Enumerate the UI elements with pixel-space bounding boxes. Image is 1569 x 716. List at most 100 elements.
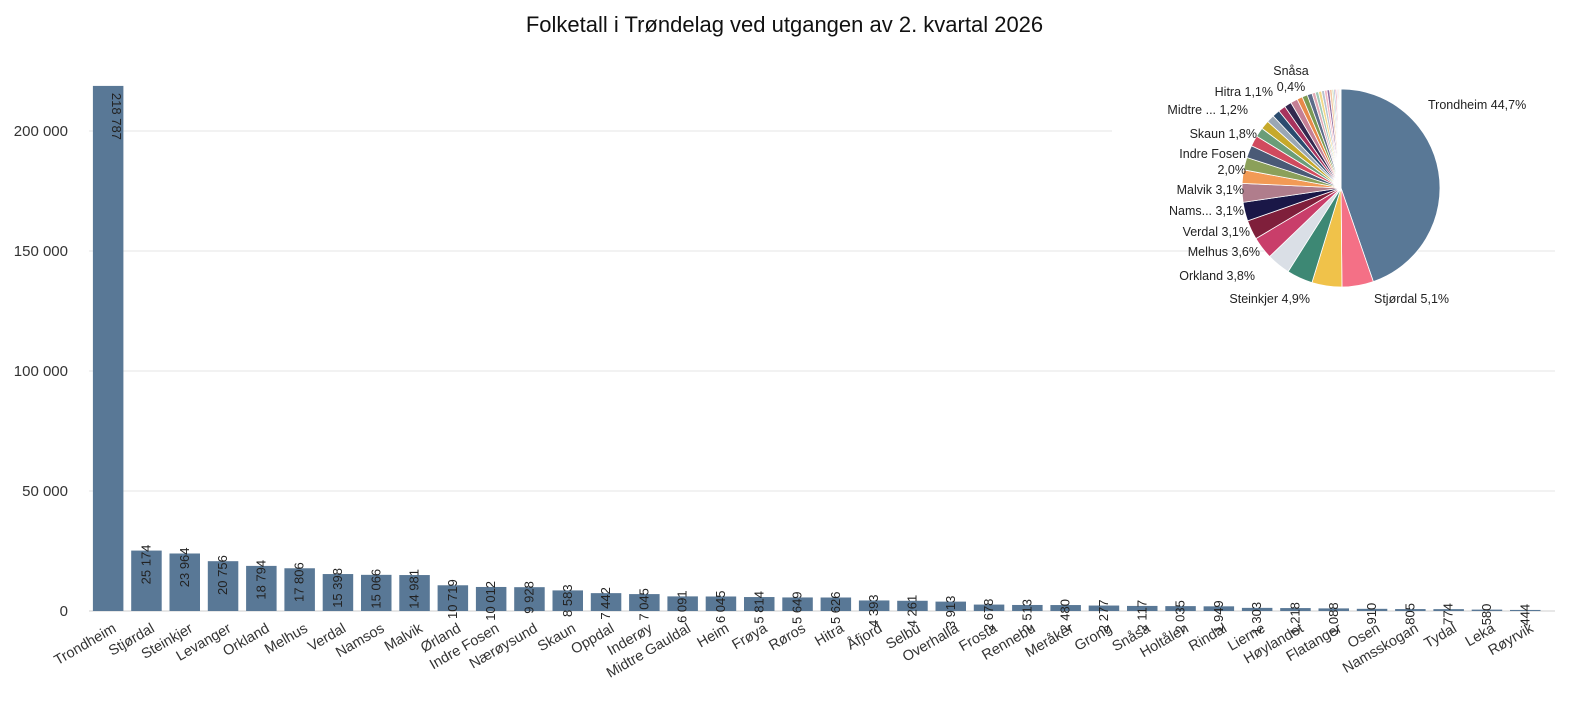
bar-value-label: 2 117	[1134, 600, 1149, 632]
bar[interactable]	[1395, 609, 1426, 611]
bar[interactable]	[246, 565, 277, 611]
x-tick-label: Melhus	[262, 621, 310, 658]
bar[interactable]	[705, 596, 737, 611]
pie-labels: Trondheim 44,7% Stjørdal 5,1% Steinkjer 4,…	[1167, 64, 1526, 306]
x-tick-label: Grong	[1072, 621, 1115, 655]
bar-value-label: 2 277	[1096, 600, 1111, 633]
bar-value-label: 1 218	[1287, 602, 1302, 635]
bar-value-label: 14 981	[407, 569, 422, 609]
bar[interactable]	[897, 600, 928, 611]
bar-value-label: 15 398	[330, 568, 345, 608]
bar-value-label: 1 088	[1326, 602, 1341, 635]
bar-value-label: 4 393	[866, 594, 881, 627]
bar[interactable]	[820, 597, 852, 611]
pie-slice-label: Snåsa 0,4%	[1273, 64, 1308, 94]
bar[interactable]	[1203, 606, 1235, 611]
bar[interactable]	[322, 574, 354, 611]
bar[interactable]	[92, 85, 124, 612]
pie-slice-label: Midtre ... 1,2%	[1167, 103, 1248, 117]
y-tick-label: 50 000	[22, 483, 68, 500]
bar[interactable]	[1165, 606, 1196, 611]
bar[interactable]	[1127, 605, 1158, 611]
bar[interactable]	[1088, 605, 1120, 611]
bar-value-label: 444	[1517, 604, 1532, 626]
pie-chart	[1241, 88, 1441, 288]
bar[interactable]	[1241, 607, 1273, 611]
bar-value-label: 2 480	[1058, 599, 1073, 632]
bar[interactable]	[284, 568, 315, 611]
bar-value-label: 25 174	[138, 545, 153, 585]
pie-slice-label: Malvik 3,1%	[1177, 183, 1244, 197]
bar[interactable]	[935, 601, 967, 611]
bar-value-label: 4 261	[904, 595, 919, 628]
bar[interactable]	[1012, 604, 1043, 611]
x-tick-label: Åfjord	[844, 620, 885, 654]
bar[interactable]	[207, 561, 239, 611]
bar-series	[92, 85, 1541, 612]
bar-value-label: 8 583	[560, 584, 575, 617]
bar-value-label: 7 045	[636, 588, 651, 621]
bar-value-label: 5 626	[828, 591, 843, 624]
bar-value-label: 7 442	[598, 587, 613, 620]
bar[interactable]	[1318, 608, 1350, 611]
x-tick-label: Røros	[766, 621, 808, 655]
bar-value-label: 18 794	[253, 560, 268, 600]
bar[interactable]	[131, 550, 162, 611]
bar[interactable]	[361, 574, 392, 611]
bar[interactable]	[1471, 609, 1503, 611]
bar-value-label: 17 806	[292, 562, 307, 602]
bar-value-label: 218 787	[109, 93, 124, 140]
pie-slice-label: Stjørdal 5,1%	[1374, 292, 1449, 306]
pie-slice-label: Orkland 3,8%	[1179, 269, 1255, 283]
bar[interactable]	[973, 604, 1005, 611]
bar-value-label: 23 964	[177, 547, 192, 587]
bar[interactable]	[629, 594, 660, 611]
bar-value-label: 2 035	[1173, 600, 1188, 633]
bar-value-label: 9 928	[521, 581, 536, 614]
bar-value-label: 805	[1402, 603, 1417, 625]
bar[interactable]	[1050, 605, 1081, 611]
x-tick-label: Heim	[695, 621, 732, 652]
bar-value-label: 580	[1479, 604, 1494, 626]
bar-value-label: 3 913	[943, 596, 958, 629]
bar[interactable]	[1433, 609, 1464, 611]
bar-value-label: 15 066	[368, 569, 383, 609]
bar-value-label: 20 756	[215, 555, 230, 595]
x-axis: TrondheimStjørdalSteinkjerLevangerOrklan…	[52, 620, 1537, 682]
pie-slice-label: Nams... 3,1%	[1169, 204, 1244, 218]
bar[interactable]	[667, 596, 698, 611]
y-axis: 0 50 000 100 000 150 000 200 000	[14, 123, 68, 620]
x-tick-label: Frøya	[729, 620, 771, 653]
bar[interactable]	[475, 586, 507, 611]
pie-slice-label: Hitra 1,1%	[1215, 85, 1273, 99]
bar-value-label: 6 091	[675, 590, 690, 623]
chart-title: Folketall i Trøndelag ved utgangen av 2.…	[525, 12, 1044, 37]
x-tick-label: Malvik	[382, 620, 426, 655]
bar[interactable]	[552, 590, 584, 611]
bar[interactable]	[169, 553, 201, 611]
bar[interactable]	[1510, 609, 1541, 611]
bar-value-label: 6 045	[713, 590, 728, 623]
bar[interactable]	[1280, 608, 1311, 611]
pie-slice[interactable]	[1340, 88, 1342, 189]
bar-value-label: 2 678	[981, 599, 996, 632]
bar[interactable]	[514, 587, 545, 611]
bar[interactable]	[437, 585, 469, 611]
bar-value-label: 10 012	[483, 581, 498, 621]
bar[interactable]	[590, 593, 622, 611]
bar-value-label: 774	[1441, 603, 1456, 625]
bar-value-label: 5 649	[790, 591, 805, 624]
bar[interactable]	[399, 575, 430, 611]
bar[interactable]	[744, 597, 775, 611]
y-tick-label: 0	[60, 603, 68, 620]
bar-value-label: 910	[1364, 603, 1379, 625]
pie-slice[interactable]	[1340, 88, 1441, 283]
bar[interactable]	[858, 600, 890, 611]
pie-slice-label: Trondheim 44,7%	[1428, 98, 1526, 112]
pie-slice-label: Skaun 1,8%	[1190, 127, 1257, 141]
bar-value-label: 5 814	[751, 591, 766, 624]
pie-slice-label: Indre Fosen 2,0%	[1179, 147, 1246, 177]
bar[interactable]	[782, 597, 813, 611]
bar[interactable]	[1356, 608, 1388, 611]
